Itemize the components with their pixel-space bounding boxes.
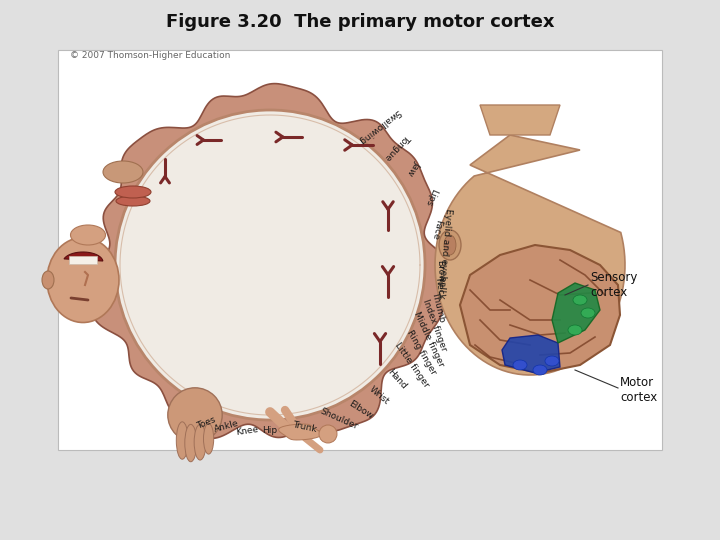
Text: Neck: Neck	[433, 277, 445, 301]
Text: Elbow: Elbow	[346, 399, 374, 421]
Circle shape	[168, 388, 222, 442]
Text: Knee: Knee	[235, 425, 258, 437]
Ellipse shape	[581, 308, 595, 318]
Ellipse shape	[116, 196, 150, 206]
Polygon shape	[91, 84, 451, 438]
Bar	[58, 50, 662, 450]
Text: Swallowing: Swallowing	[356, 106, 402, 145]
Text: Ankle: Ankle	[213, 419, 240, 434]
Ellipse shape	[194, 424, 206, 460]
Ellipse shape	[545, 356, 559, 366]
Text: Brow: Brow	[436, 260, 445, 282]
Bar	[69, 256, 97, 264]
Text: Shoulder: Shoulder	[318, 407, 359, 431]
Text: © 2007 Thomson-Higher Education: © 2007 Thomson-Higher Education	[70, 51, 230, 60]
Text: Face: Face	[431, 219, 444, 240]
Polygon shape	[460, 245, 620, 373]
Text: Jaw: Jaw	[406, 159, 422, 177]
Ellipse shape	[176, 422, 188, 459]
Ellipse shape	[533, 365, 547, 375]
Text: Sensory
cortex: Sensory cortex	[590, 271, 637, 299]
Text: Figure 3.20  The primary motor cortex: Figure 3.20 The primary motor cortex	[166, 13, 554, 31]
Text: Tongue: Tongue	[382, 132, 411, 161]
Text: Toes: Toes	[195, 415, 217, 431]
Ellipse shape	[71, 225, 106, 245]
Ellipse shape	[47, 238, 119, 322]
Text: Ring finger: Ring finger	[405, 329, 438, 376]
Text: Thumb: Thumb	[431, 291, 446, 323]
Text: Hip: Hip	[262, 427, 278, 435]
Polygon shape	[502, 335, 560, 373]
Text: Motor
cortex: Motor cortex	[620, 376, 657, 404]
Circle shape	[115, 110, 425, 420]
Polygon shape	[435, 135, 625, 375]
Circle shape	[319, 425, 337, 443]
Ellipse shape	[568, 325, 582, 335]
Polygon shape	[552, 283, 600, 343]
Ellipse shape	[513, 360, 527, 370]
Text: Index finger: Index finger	[421, 298, 448, 352]
Text: Trunk: Trunk	[292, 420, 318, 434]
Text: Hand: Hand	[385, 367, 408, 391]
Ellipse shape	[573, 295, 587, 305]
Text: Wrist: Wrist	[368, 384, 392, 407]
Polygon shape	[480, 105, 560, 135]
Polygon shape	[64, 252, 103, 261]
Text: Eyelid and eyeball: Eyelid and eyeball	[436, 208, 453, 292]
Ellipse shape	[103, 161, 143, 183]
Polygon shape	[279, 424, 321, 440]
Ellipse shape	[439, 230, 461, 260]
Ellipse shape	[185, 424, 197, 462]
Ellipse shape	[204, 423, 214, 454]
Text: Lips: Lips	[423, 186, 439, 207]
Ellipse shape	[444, 235, 456, 255]
Text: Little finger: Little finger	[393, 340, 431, 389]
Text: Middle finger: Middle finger	[412, 310, 446, 368]
Ellipse shape	[115, 186, 151, 198]
Ellipse shape	[42, 271, 54, 289]
